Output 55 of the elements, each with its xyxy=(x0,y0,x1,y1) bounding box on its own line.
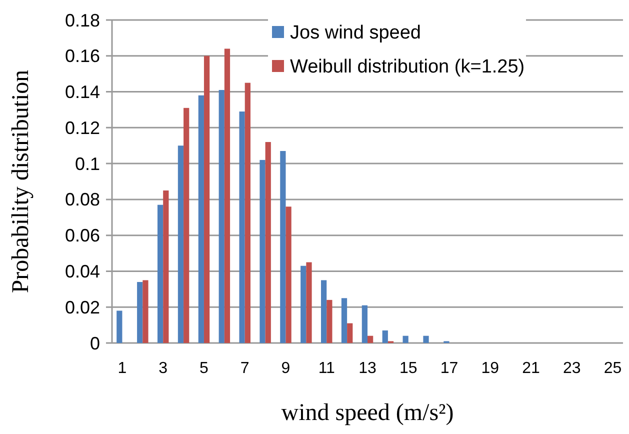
bar xyxy=(402,336,408,343)
y-tick-label: 0.1 xyxy=(74,154,100,174)
bar xyxy=(224,48,230,343)
x-tick-label: 19 xyxy=(481,360,500,377)
x-tick-label: 3 xyxy=(158,360,168,377)
y-tick-label: 0.16 xyxy=(64,46,100,66)
x-tick-label: 25 xyxy=(604,360,622,377)
y-tick-label: 0.18 xyxy=(64,10,100,30)
bar xyxy=(347,323,353,343)
bar xyxy=(423,336,429,343)
bar xyxy=(142,280,148,343)
bar xyxy=(321,280,327,343)
x-tick-label: 5 xyxy=(200,360,209,377)
x-tick-label: 21 xyxy=(522,360,540,377)
x-tick-label: 11 xyxy=(318,360,336,377)
bar xyxy=(198,95,204,343)
x-tick-label: 7 xyxy=(240,360,250,377)
bar xyxy=(382,330,388,343)
y-axis-title: Probability distribution xyxy=(8,70,34,294)
x-tick-label: 15 xyxy=(399,360,418,377)
bar xyxy=(300,266,306,343)
bar xyxy=(244,82,250,343)
bar xyxy=(116,310,122,343)
bar xyxy=(184,108,190,343)
bar xyxy=(260,160,266,343)
x-tick-label: 23 xyxy=(563,360,581,377)
y-tick-label: 0.12 xyxy=(64,118,100,138)
bar xyxy=(157,204,164,343)
bar xyxy=(218,90,224,343)
legend-label: Jos wind speed xyxy=(290,22,421,44)
bar xyxy=(163,190,169,343)
x-axis-title: wind speed (m/s²) xyxy=(281,400,454,426)
bar xyxy=(286,206,292,343)
bar xyxy=(265,142,271,343)
y-tick-label: 0.06 xyxy=(64,226,100,246)
y-tick-label: 0.02 xyxy=(64,297,100,318)
x-tick-label: 13 xyxy=(358,360,376,377)
bar xyxy=(178,146,184,343)
bar xyxy=(137,282,143,343)
bar xyxy=(306,262,312,343)
y-tick-label: 0.08 xyxy=(64,190,100,210)
bar xyxy=(326,300,332,343)
y-tick-label: 0.04 xyxy=(64,262,100,282)
x-tick-label: 1 xyxy=(118,360,127,377)
bar xyxy=(341,298,348,343)
bar xyxy=(239,112,245,343)
bar xyxy=(204,56,210,343)
bar xyxy=(280,150,286,343)
x-tick-label: 17 xyxy=(440,360,458,377)
bar xyxy=(362,305,368,343)
y-tick-label: 0 xyxy=(90,333,100,354)
y-tick-label: 0.14 xyxy=(64,82,100,102)
x-tick-label: 9 xyxy=(281,360,290,377)
bar xyxy=(368,336,374,343)
legend-label: Weibull distribution (k=1.25) xyxy=(290,56,525,78)
